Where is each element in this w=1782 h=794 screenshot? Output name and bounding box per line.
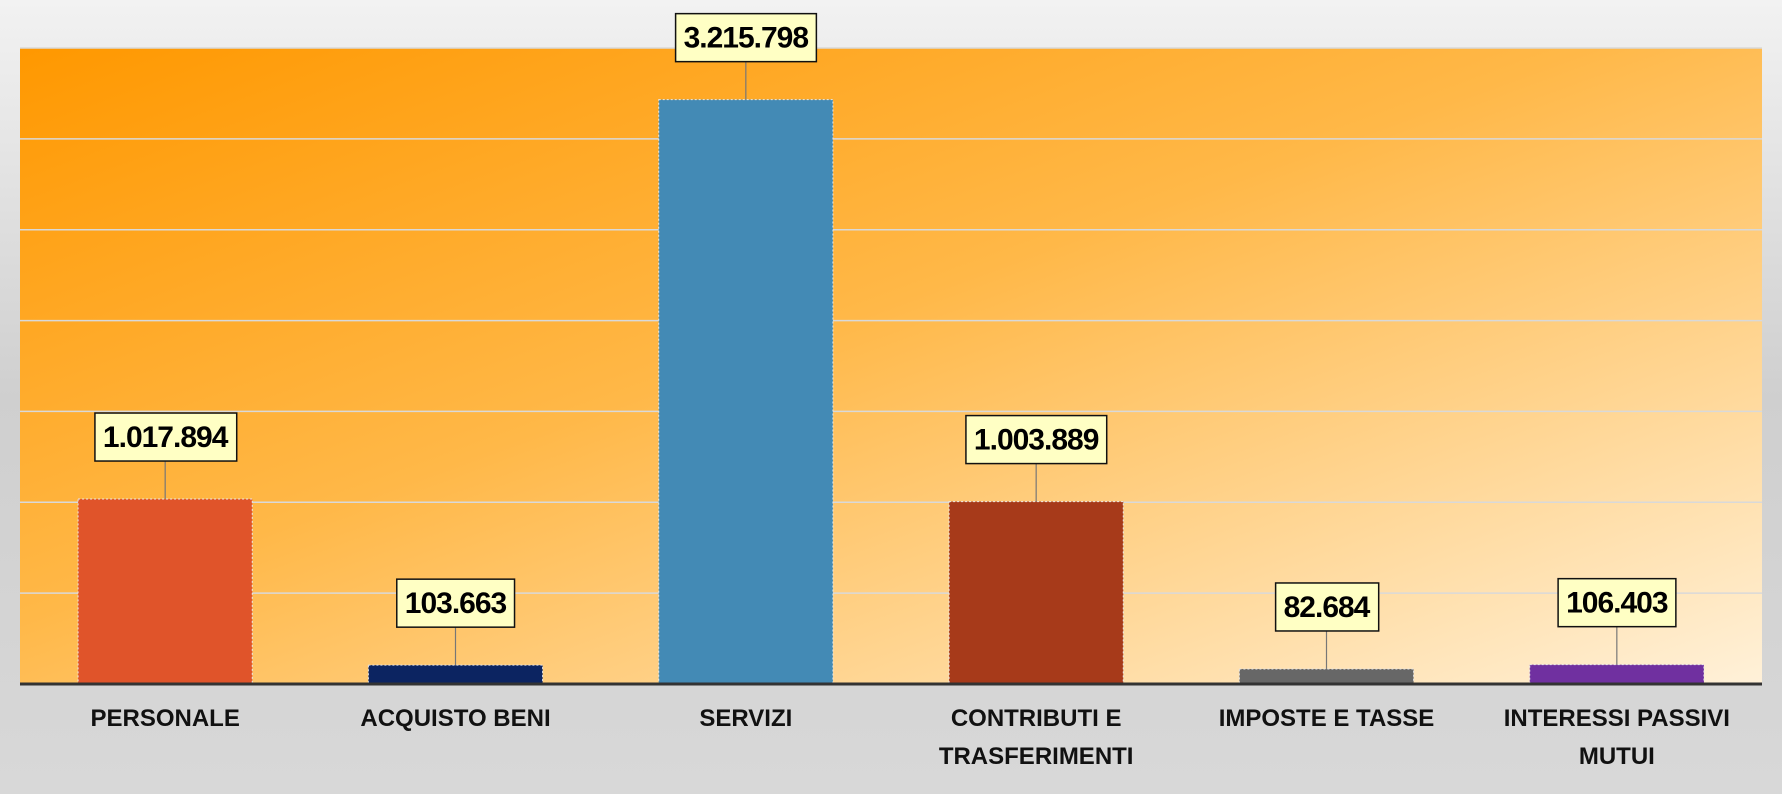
bar xyxy=(658,99,834,685)
plot-area xyxy=(20,48,1762,684)
x-tick-label: PERSONALE xyxy=(90,705,240,732)
bar xyxy=(367,664,544,685)
x-tick-label: ACQUISTO BENI xyxy=(360,705,551,732)
value-label: 82.684 xyxy=(1284,591,1371,624)
x-tick-label: INTERESSI PASSIVI MUTUI xyxy=(1503,705,1730,770)
value-label: 1.017.894 xyxy=(103,421,229,454)
value-label-box xyxy=(1557,577,1677,628)
x-tick-label: IMPOSTE E TASSE xyxy=(1218,705,1435,732)
value-label-box xyxy=(1274,582,1380,632)
value-label-box xyxy=(965,414,1108,465)
value-label: 1.003.889 xyxy=(974,424,1099,457)
bar xyxy=(1529,664,1705,685)
value-label-box xyxy=(396,578,516,628)
value-label: 103.663 xyxy=(405,587,507,620)
value-label-box xyxy=(674,12,818,63)
x-tick-label: CONTRIBUTI E TRASFERIMENTI xyxy=(938,705,1134,770)
bar xyxy=(77,498,253,685)
x-tick-label: SERVIZI xyxy=(699,705,793,732)
bar xyxy=(948,501,1124,685)
value-label-box xyxy=(94,412,238,462)
value-label: 106.403 xyxy=(1566,587,1668,620)
value-label: 3.215.798 xyxy=(684,22,809,55)
bar xyxy=(1238,668,1415,685)
